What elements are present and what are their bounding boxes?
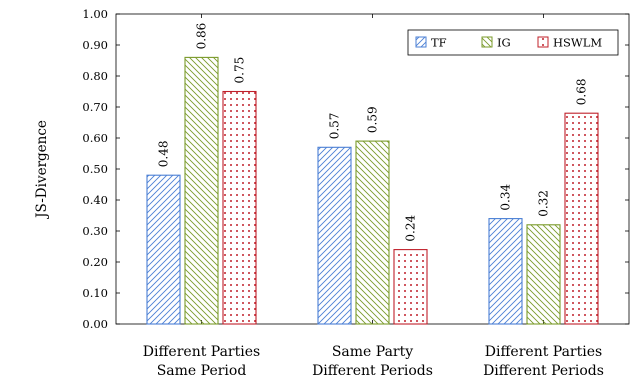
legend-box: [407, 29, 619, 56]
legend-swatch-tf: [415, 36, 427, 48]
legend-label-hswlm: HSWLM: [553, 36, 602, 50]
bar-tf: [488, 218, 523, 325]
legend-swatch-ig: [481, 36, 493, 48]
bar-hswlm: [393, 249, 428, 325]
bar-ig: [184, 56, 219, 325]
y-tick-label: 0.90: [82, 38, 108, 52]
y-tick-label: 0.00: [82, 317, 108, 331]
legend-label-tf: TF: [431, 36, 447, 50]
legend-swatch-hswlm: [537, 36, 549, 48]
bar-tf: [317, 146, 352, 325]
y-tick-label: 0.10: [82, 286, 108, 300]
bar-ig: [355, 140, 390, 325]
y-tick-label: 0.50: [82, 162, 108, 176]
y-tick-label: 0.80: [82, 69, 108, 83]
y-tick-label: 0.60: [82, 131, 108, 145]
bars: 0.48 0.86 0.75 0.57 0.59 0.24 0.34 0.32 0.68: [146, 23, 599, 325]
y-tick-label: 0.40: [82, 193, 108, 207]
bar-value-label: 0.34: [499, 184, 513, 211]
x-category-label: Different Periods: [483, 363, 604, 379]
bar-hswlm: [222, 90, 257, 325]
bar-value-label: 0.48: [157, 140, 171, 167]
bar-value-label: 0.68: [575, 78, 589, 105]
x-category-label: Different Parties: [485, 344, 602, 360]
y-tick-label: 0.20: [82, 255, 108, 269]
bar-value-label: 0.24: [404, 215, 418, 242]
legend: TF IG HSWLM: [407, 29, 619, 56]
y-axis-title: JS-Divergence: [34, 120, 50, 220]
bar-value-label: 0.86: [195, 23, 209, 50]
x-category-label: Different Periods: [312, 363, 433, 379]
bar-value-label: 0.57: [328, 113, 342, 140]
bar-tf: [146, 174, 181, 325]
bar-value-label: 0.59: [366, 106, 380, 133]
legend-label-ig: IG: [497, 36, 511, 50]
y-tick-label: 1.00: [82, 7, 108, 21]
bar-value-label: 0.32: [537, 190, 551, 217]
y-tick-label: 0.70: [82, 100, 108, 114]
x-category-label: Different Parties: [143, 344, 260, 360]
x-category-label: Same Party: [332, 344, 413, 360]
x-category-label: Same Period: [157, 363, 247, 379]
bar-value-label: 0.75: [233, 57, 247, 84]
y-axis: 0.00 0.10 0.20 0.30 0.40 0.50 0.60 0.70 0.80 0.90…: [82, 7, 629, 331]
bar-hswlm: [564, 112, 599, 325]
x-axis: Different Parties Same Period Same Party Di…: [143, 14, 604, 379]
bar-ig: [526, 224, 561, 325]
y-tick-label: 0.30: [82, 224, 108, 238]
